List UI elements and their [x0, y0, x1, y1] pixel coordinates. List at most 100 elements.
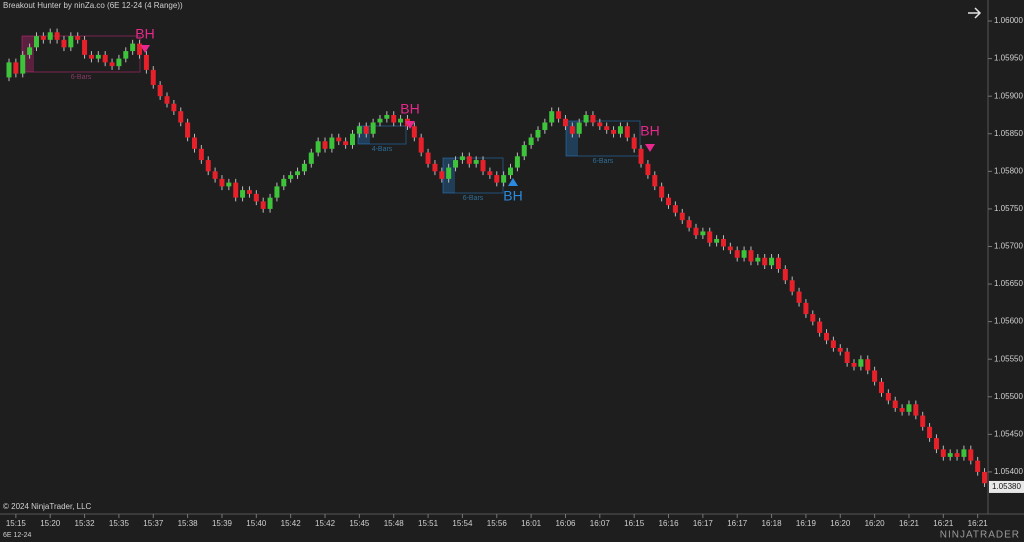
x-tick-label: 15:39 [212, 519, 233, 528]
candle-body [762, 257, 768, 266]
candle-body [755, 257, 761, 262]
candle-body [288, 175, 294, 179]
candle-body [611, 130, 617, 134]
candle-body [769, 257, 775, 266]
x-tick-label: 16:06 [555, 519, 576, 528]
candle-body [521, 145, 527, 157]
candle-body [556, 111, 562, 119]
candle-body [810, 314, 816, 322]
candle-body [817, 321, 823, 333]
y-tick-label: 1.06000 [994, 16, 1023, 25]
candle-body [597, 122, 603, 127]
x-tick-label: 15:51 [418, 519, 439, 528]
last-price-box [989, 480, 1024, 493]
y-tick-label: 1.05500 [994, 392, 1023, 401]
candle-body [185, 122, 191, 138]
candle-body [968, 449, 974, 461]
box-label: 6-Bars [593, 158, 614, 165]
candle-body [466, 156, 472, 164]
candle-body [494, 175, 500, 183]
candle-body [384, 114, 390, 119]
candle-body [508, 167, 514, 176]
candle-body [157, 84, 163, 97]
candle-body [638, 148, 644, 164]
candle-body [295, 171, 301, 176]
candle-body [927, 426, 933, 439]
candle-body [844, 351, 850, 363]
box-label: 6-Bars [71, 74, 92, 81]
candle-body [480, 160, 486, 172]
x-tick-label: 15:20 [40, 519, 61, 528]
candle-body [233, 182, 239, 198]
candle-body [246, 190, 252, 194]
x-tick-label: 15:48 [384, 519, 405, 528]
y-tick-label: 1.05900 [994, 91, 1023, 100]
candle-body [446, 167, 452, 179]
y-tick-label: 1.05700 [994, 242, 1023, 251]
candle-body [315, 141, 321, 153]
y-tick-label: 1.05450 [994, 429, 1023, 438]
signal-arrow [405, 121, 415, 129]
candle-body [954, 453, 960, 457]
candle-body [583, 114, 589, 123]
y-tick-label: 1.05550 [994, 354, 1023, 363]
candle-body [576, 122, 582, 134]
candle-body [892, 400, 898, 409]
candle-body [102, 54, 108, 63]
candle-body [191, 137, 197, 149]
copyright: © 2024 NinjaTrader, LLC [3, 502, 92, 511]
candle-body [782, 269, 788, 281]
y-tick-label: 1.05600 [994, 317, 1023, 326]
candle-body [487, 171, 493, 176]
x-tick-label: 15:56 [487, 519, 508, 528]
candle-body [679, 212, 685, 221]
candle-body [624, 126, 630, 138]
candle-body [899, 408, 905, 412]
candle-body [865, 359, 871, 371]
candle-body [363, 126, 369, 134]
signal-arrow [140, 45, 150, 53]
candle-body [748, 250, 754, 262]
candle-body [672, 205, 678, 213]
candle-body [975, 460, 981, 472]
candle-body [33, 36, 39, 48]
candle-body [885, 393, 891, 401]
y-tick-label: 1.05400 [994, 467, 1023, 476]
x-tick-label: 15:32 [75, 519, 96, 528]
candle-body [872, 370, 878, 382]
candle-body [123, 51, 129, 59]
y-tick-label: 1.05750 [994, 204, 1023, 213]
candle-body [82, 39, 88, 55]
candle-body [95, 54, 101, 59]
x-tick-label: 16:20 [865, 519, 886, 528]
candle-body [734, 250, 740, 258]
candle-body [205, 160, 211, 172]
arrow-icon[interactable] [968, 7, 982, 19]
x-tick-label: 15:37 [143, 519, 164, 528]
candle-body [514, 156, 520, 168]
box-label: 6-Bars [463, 195, 484, 202]
candle-body [47, 32, 53, 40]
candle-body [775, 257, 781, 270]
candle-body [569, 126, 575, 134]
candle-body [693, 227, 699, 236]
x-tick-label: 16:07 [590, 519, 611, 528]
y-tick-label: 1.05850 [994, 129, 1023, 138]
candle-body [961, 449, 967, 457]
candle-body [150, 69, 156, 85]
candle-body [453, 160, 459, 168]
candle-body [398, 118, 404, 123]
candle-body [645, 163, 651, 176]
signal-label: BH [503, 188, 522, 204]
candle-body [652, 175, 658, 187]
last-price-label: 1.05380 [992, 482, 1021, 491]
x-tick-label: 16:17 [727, 519, 748, 528]
candle-body [700, 231, 706, 236]
candle-body [604, 126, 610, 131]
y-tick-label: 1.05650 [994, 279, 1023, 288]
candle-body [350, 133, 355, 146]
x-tick-label: 16:19 [796, 519, 817, 528]
candle-body [803, 302, 809, 315]
candle-body [281, 178, 287, 187]
